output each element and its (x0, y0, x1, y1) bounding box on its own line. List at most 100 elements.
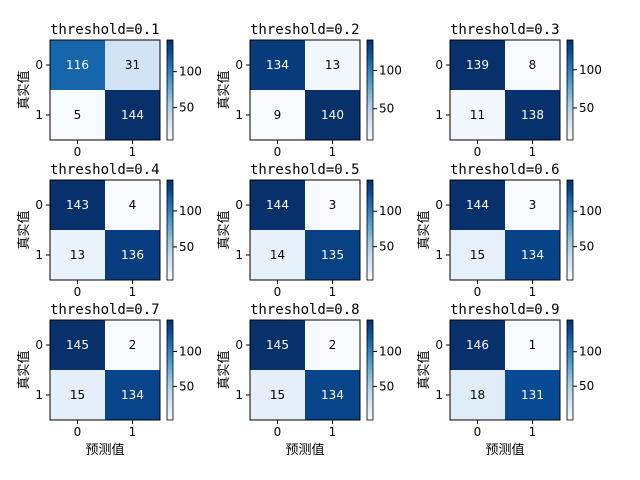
colorbar-segment (567, 102, 573, 106)
colorbar-segment (567, 60, 573, 63)
colorbar-segment (367, 222, 373, 226)
x-tick-label: 1 (329, 425, 337, 439)
cell-value-label: 144 (266, 198, 289, 212)
cell-value-label: 140 (321, 108, 344, 122)
colorbar-segment (367, 377, 373, 381)
colorbar-segment (367, 210, 373, 213)
colorbar-segment (367, 415, 373, 418)
cell-value-label: 134 (321, 388, 344, 402)
colorbar-segment (367, 260, 373, 263)
x-tick-label: 0 (274, 285, 282, 299)
cell-value-label: 1 (529, 338, 537, 352)
cell-value-label: 18 (470, 388, 485, 402)
colorbar-segment (567, 267, 573, 271)
colorbar-segment (367, 107, 373, 111)
colorbar-tick-label: 100 (179, 65, 202, 79)
axes-frame (49, 179, 161, 281)
colorbar-segment (567, 207, 573, 211)
colorbar-segment (367, 382, 373, 386)
colorbar-segment (567, 257, 573, 261)
heatmap-cell (105, 90, 160, 140)
x-tick-label: 0 (474, 145, 482, 159)
colorbar-segment (167, 182, 173, 186)
colorbar-segment (367, 195, 373, 198)
heatmap-cell (50, 40, 105, 90)
colorbar-segment (167, 380, 173, 383)
colorbar-segment (367, 385, 373, 388)
colorbar-segment (567, 332, 573, 336)
colorbar-segment (567, 105, 573, 108)
colorbar-segment (167, 335, 173, 338)
colorbar-segment (367, 335, 373, 338)
cell-value-label: 31 (125, 58, 140, 72)
colorbar-segment (367, 247, 373, 251)
colorbar-segment (567, 107, 573, 111)
colorbar-segment (167, 217, 173, 221)
colorbar-segment (567, 270, 573, 273)
cell-value-label: 2 (129, 338, 137, 352)
colorbar-segment (367, 115, 373, 118)
colorbar-segment (567, 382, 573, 386)
colorbar-segment (367, 50, 373, 53)
colorbar-segment (567, 190, 573, 193)
axes-frame (449, 39, 561, 141)
colorbar-segment (567, 337, 573, 341)
colorbar-segment (367, 52, 373, 56)
colorbar-segment (567, 62, 573, 66)
colorbar-segment (367, 345, 373, 348)
y-tick-label: 0 (35, 198, 43, 212)
colorbar-segment (367, 412, 373, 416)
colorbar-segment (567, 407, 573, 411)
colorbar-segment (167, 192, 173, 196)
colorbar-segment (167, 90, 173, 93)
colorbar-segment (567, 240, 573, 243)
heatmap-cell (50, 90, 105, 140)
colorbar-segment (167, 222, 173, 226)
colorbar-segment (567, 272, 573, 276)
colorbar-segment (167, 87, 173, 91)
colorbar-segment (367, 337, 373, 341)
y-axis-label: 真实值 (216, 350, 232, 389)
colorbar-segment (167, 245, 173, 248)
colorbar-segment (367, 137, 373, 141)
colorbar-segment (367, 355, 373, 358)
colorbar-segment (367, 322, 373, 326)
heatmap-cell (450, 90, 505, 140)
colorbar-segment (567, 322, 573, 326)
subplot-title: threshold=0.3 (450, 22, 560, 38)
colorbar-segment (167, 190, 173, 193)
heatmap-cell (305, 370, 360, 420)
colorbar-segment (367, 60, 373, 63)
colorbar-segment (167, 262, 173, 266)
colorbar-segment (567, 72, 573, 76)
colorbar-segment (167, 252, 173, 256)
colorbar-segment (367, 407, 373, 411)
colorbar-segment (367, 250, 373, 253)
colorbar-segment (367, 417, 373, 421)
subplot-title: threshold=0.2 (250, 22, 360, 38)
colorbar-segment (567, 195, 573, 198)
colorbar-segment (167, 402, 173, 406)
colorbar-segment (167, 387, 173, 391)
colorbar-segment (167, 42, 173, 46)
colorbar-segment (167, 95, 173, 98)
colorbar-segment (567, 90, 573, 93)
colorbar-segment (167, 390, 173, 393)
colorbar-tick-label: 50 (179, 379, 194, 393)
colorbar-frame (166, 39, 174, 141)
colorbar-segment (167, 340, 173, 343)
colorbar-segment (167, 372, 173, 376)
y-tick-label: 0 (435, 338, 443, 352)
colorbar-segment (567, 402, 573, 406)
colorbar-segment (167, 187, 173, 191)
colorbar-segment (567, 185, 573, 188)
colorbar-segment (167, 67, 173, 71)
colorbar-segment (367, 330, 373, 333)
colorbar-segment (367, 207, 373, 211)
colorbar-segment (367, 122, 373, 126)
cell-value-label: 134 (521, 248, 544, 262)
colorbar-segment (367, 375, 373, 378)
heatmap-cell (305, 230, 360, 280)
x-axis-label: 预测值 (285, 442, 324, 458)
y-tick-label: 1 (235, 108, 243, 122)
